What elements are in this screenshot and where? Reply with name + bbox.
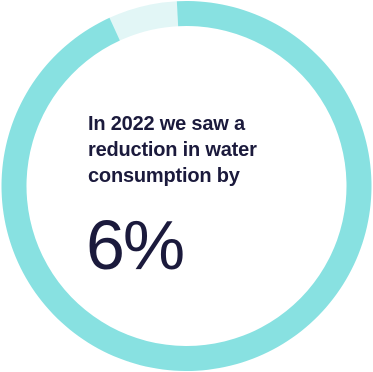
donut-slice-reduction — [109, 1, 179, 41]
caption-text: In 2022 we saw a reduction in water cons… — [88, 111, 328, 189]
caption-line-3: consumption by — [88, 165, 240, 187]
reduction-percentage: 6% — [86, 206, 185, 284]
caption-line-2: reduction in water — [88, 139, 257, 161]
caption-line-1: In 2022 we saw a — [88, 113, 245, 135]
